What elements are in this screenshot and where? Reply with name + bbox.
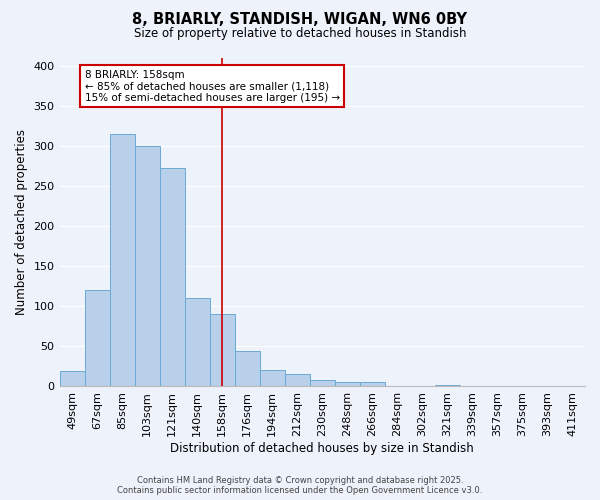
Bar [285,374,310,386]
Bar [59,371,85,386]
Bar [185,298,209,386]
Bar [260,370,285,386]
Text: 8 BRIARLY: 158sqm
← 85% of detached houses are smaller (1,118)
15% of semi-detac: 8 BRIARLY: 158sqm ← 85% of detached hous… [85,70,340,102]
Text: Size of property relative to detached houses in Standish: Size of property relative to detached ho… [134,28,466,40]
Bar [335,382,360,386]
Text: 8, BRIARLY, STANDISH, WIGAN, WN6 0BY: 8, BRIARLY, STANDISH, WIGAN, WN6 0BY [133,12,467,28]
Bar [134,146,160,386]
Bar [209,314,235,386]
Y-axis label: Number of detached properties: Number of detached properties [15,129,28,315]
Bar [435,385,460,386]
Bar [235,351,260,386]
Text: Contains HM Land Registry data © Crown copyright and database right 2025.
Contai: Contains HM Land Registry data © Crown c… [118,476,482,495]
Bar [310,380,335,386]
Bar [360,382,385,386]
X-axis label: Distribution of detached houses by size in Standish: Distribution of detached houses by size … [170,442,474,455]
Bar [160,168,185,386]
Bar [85,290,110,386]
Bar [110,134,134,386]
